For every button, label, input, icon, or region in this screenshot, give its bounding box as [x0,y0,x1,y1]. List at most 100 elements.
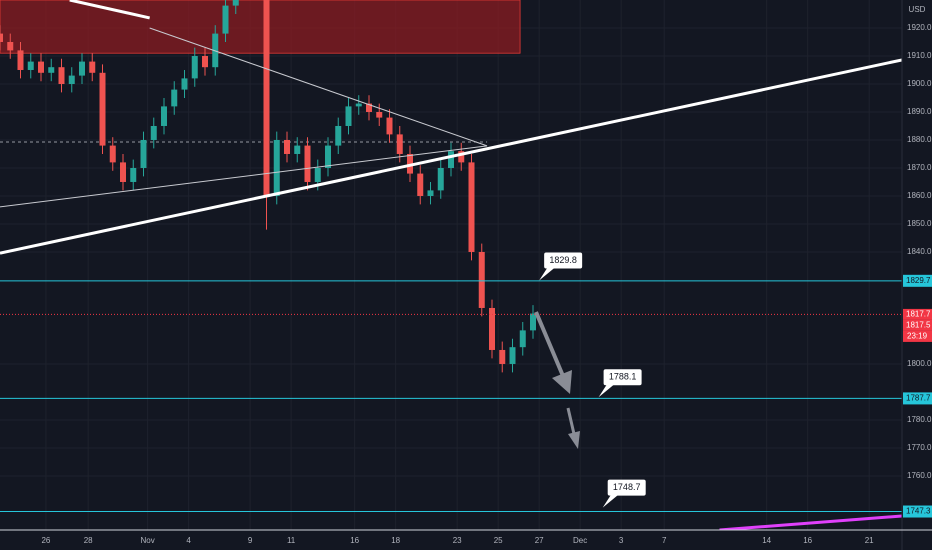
candle-body [396,134,403,154]
price-label: 1817.7 [906,310,931,319]
candle-body [355,103,362,107]
candle-body [273,139,280,196]
y-tick-label: 1920.0 [907,23,932,32]
x-tick-label: 28 [84,536,93,545]
y-tick-label: 1840.0 [907,247,932,256]
trendline [149,27,488,147]
x-tick-label: 9 [248,536,253,545]
x-tick-label: 16 [350,536,359,545]
countdown: 23:19 [907,332,928,341]
level-tag [903,274,932,287]
x-tick-label: Nov [140,536,154,545]
countdown-tag [903,330,932,342]
arrow-head [568,431,580,449]
candle-body [79,61,85,76]
x-tick-label: 14 [762,536,771,545]
candle-body [376,111,383,118]
candle-body [345,106,352,126]
y-tick-label: 1870.0 [907,163,932,172]
x-tick-label: 4 [186,536,191,545]
candle-body [89,61,96,73]
grid [0,0,902,530]
candle-body [109,145,116,163]
candle-body [191,55,198,79]
x-tick-label: 25 [494,536,503,545]
arrow-head [552,370,572,394]
candle-body [499,349,506,364]
candle-body [58,67,65,84]
callout-box [607,479,646,496]
callout-label: 1829.8 [549,255,577,265]
price-tag [903,308,932,320]
candle-body [530,313,536,331]
candle-body [181,78,188,90]
candle-body [314,167,321,182]
level-tag [903,505,932,518]
x-tick-label: 7 [662,536,667,545]
trendline [0,145,488,208]
candle-body [437,167,444,191]
arrow-shaft [566,407,576,435]
candle-body [120,162,126,182]
candle-body [448,151,454,168]
x-tick-label: 3 [619,536,624,545]
y-tick-label: 1760.0 [907,471,932,480]
level-tag [903,392,932,405]
trendline [69,0,150,20]
candle-body [509,347,516,364]
y-tick-label: 1860.0 [907,191,932,200]
candle-body [68,75,75,84]
candle-body [7,41,14,51]
y-tick-label: 1770.0 [907,443,932,452]
x-tick-label: 11 [287,536,296,545]
candle-body [263,0,270,196]
callout-box [603,369,642,386]
arrows [534,311,580,449]
y-tick-label: 1850.0 [907,219,932,228]
candle-body [519,330,526,348]
candle-body [417,173,424,196]
candle-body [386,117,393,135]
y-tick-label: 1910.0 [907,51,932,60]
zone [0,0,521,54]
callout-label: 1788.1 [609,372,637,382]
callout-pointer [539,266,557,281]
y-tick-label: 1880.0 [907,135,932,144]
price-tag [903,319,932,331]
candle-body [161,106,167,126]
candle-body [48,67,55,73]
candle-body [304,145,311,182]
x-tick-label: 27 [535,536,544,545]
overlays: 1829.7 1787.7 1747.3 1817.7 1817.5 23:19 1829.… [539,252,932,518]
x-tick-label: 18 [391,536,400,545]
candle-body [222,5,229,34]
x-tick-label: 26 [41,536,50,545]
candle-body [489,307,495,350]
plot-area [0,0,902,530]
candle-body [335,125,342,146]
candle-body [140,139,147,168]
candle-body [325,145,331,168]
candle-body [171,89,178,107]
currency: USD [909,5,926,14]
candle-body [366,103,372,112]
level-label: 1747.3 [906,507,931,516]
candle-body [99,72,106,146]
candle-body [294,145,301,154]
y-tick-label: 1900.0 [907,79,932,88]
candle-body [427,190,434,196]
x-tick-label: 21 [865,536,874,545]
candle-body [284,139,290,154]
candle-body [0,33,3,42]
candle-body [478,251,485,308]
candle-body [468,162,475,252]
trendline [719,514,902,530]
callout-box [544,252,583,269]
y-tick-label: 1800.0 [907,359,932,368]
level-label: 1787.7 [906,394,931,403]
candle-body [150,125,157,140]
y-tick-label: 1890.0 [907,107,932,116]
level-label: 1829.7 [906,276,931,285]
